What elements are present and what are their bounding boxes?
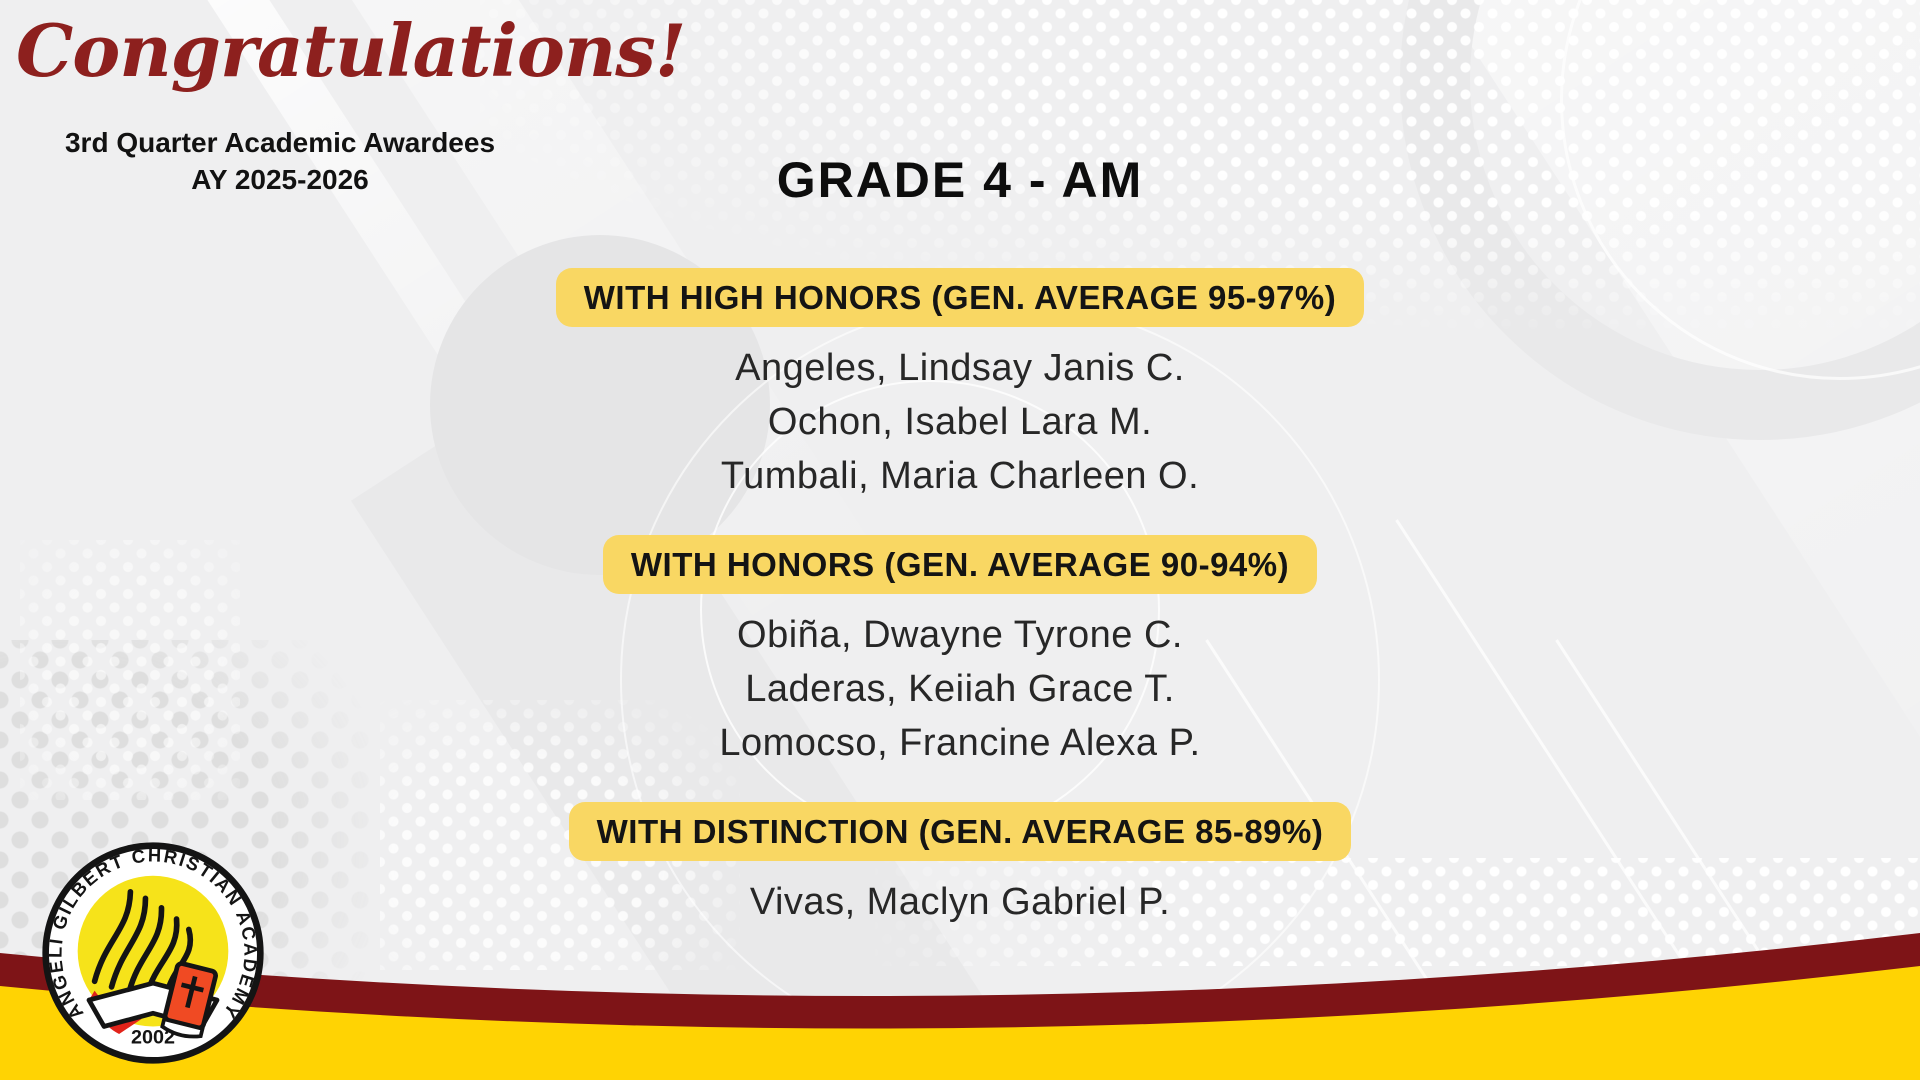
awardee-name: Vivas, Maclyn Gabriel P. (749, 881, 1171, 923)
award-section-high-honors: WITH HIGH HONORS (GEN. AVERAGE 95-97%) A… (0, 268, 1920, 503)
awardee-name: Angeles, Lindsay Janis C. (735, 347, 1185, 389)
awardee-name: Lomocso, Francine Alexa P. (719, 722, 1201, 764)
award-section-honors: WITH HONORS (GEN. AVERAGE 90-94%) Obiña,… (0, 535, 1920, 770)
cross-icon (180, 975, 204, 1009)
awardee-list: Obiña, Dwayne Tyrone C. Laderas, Keiiah … (0, 608, 1920, 770)
subtitle-line-2: AY 2025-2026 (191, 164, 369, 195)
awardee-name: Ochon, Isabel Lara M. (767, 401, 1153, 443)
award-category-header: WITH HONORS (GEN. AVERAGE 90-94%) (602, 535, 1318, 594)
yellow-curve-band (0, 966, 1920, 1080)
subtitle-line-1: 3rd Quarter Academic Awardees (64, 127, 496, 158)
awardee-name: Obiña, Dwayne Tyrone C. (737, 614, 1183, 656)
red-book-icon (160, 961, 218, 1039)
bottom-curves (0, 933, 1920, 1080)
grade-section-title: GRADE 4 - AM (776, 152, 1144, 208)
school-logo: ANGELI GILBERT CHRISTIAN ACADEMY 2002 (40, 840, 266, 1066)
awardee-name: Tumbali, Maria Charleen O. (720, 455, 1200, 497)
congratulations-title: Congratulations! (16, 8, 686, 93)
awardee-list: Vivas, Maclyn Gabriel P. (0, 875, 1920, 929)
poster-subtitle: 3rd Quarter Academic Awardees AY 2025-20… (20, 124, 540, 198)
award-section-distinction: WITH DISTINCTION (GEN. AVERAGE 85-89%) V… (0, 802, 1920, 929)
award-category-header: WITH DISTINCTION (GEN. AVERAGE 85-89%) (568, 802, 1352, 861)
book-pages (160, 1016, 205, 1039)
awardee-list: Angeles, Lindsay Janis C. Ochon, Isabel … (0, 341, 1920, 503)
awardee-name: Laderas, Keiiah Grace T. (745, 668, 1175, 710)
awards-content: GRADE 4 - AM WITH HIGH HONORS (GEN. AVER… (0, 155, 1920, 929)
award-category-header: WITH HIGH HONORS (GEN. AVERAGE 95-97%) (555, 268, 1365, 327)
logo-year: 2002 (131, 1026, 175, 1048)
